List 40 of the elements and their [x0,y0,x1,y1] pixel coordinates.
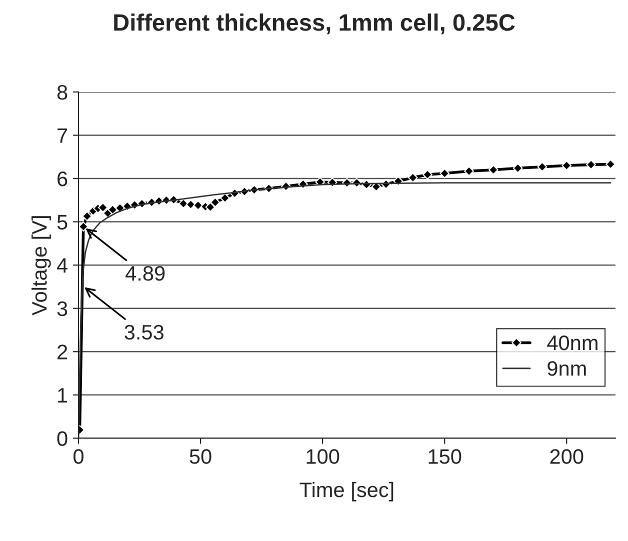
x-tick-label: 50 [190,449,212,464]
point [98,202,108,212]
point [178,198,188,209]
y-tick-label: 4 [56,258,68,273]
x-tick-label: 200 [550,449,584,464]
x-tick-label: 100 [306,449,340,464]
point [408,172,418,183]
point [82,211,92,222]
point [488,164,498,175]
point [193,200,204,210]
point [464,166,474,176]
y-tick-label: 6 [58,172,68,186]
y-tick-label: 7 [58,128,68,143]
y-tick-label: 3 [57,301,68,316]
point [78,222,88,232]
annotation: 4.89 [126,266,165,281]
point [562,160,572,170]
x-tick-label: 150 [428,449,462,464]
x-axis-title: Time [sec] [300,482,394,502]
point [220,193,230,203]
point [606,159,616,170]
y-tick-label: 8 [57,84,68,100]
point [537,162,548,172]
point [586,160,596,170]
annotation: 3.53 [124,324,164,340]
point [422,170,432,180]
point [512,163,523,174]
point [210,197,220,208]
point [205,202,216,212]
y-axis-title: Voltage [V] [32,216,51,316]
y-tick-label: 5 [57,215,68,230]
y-tick-label: 1 [58,388,68,402]
legend-label: 9nm [548,361,586,376]
y-tick-label: 0 [57,431,68,446]
point [108,204,118,215]
x-tick-label: 0 [74,449,84,464]
chart-title: Different thickness, 1mm cell, 0.25C [114,14,515,34]
y-tick-label: 2 [58,344,68,360]
point [440,168,450,178]
legend-label: 40nm [547,335,598,350]
